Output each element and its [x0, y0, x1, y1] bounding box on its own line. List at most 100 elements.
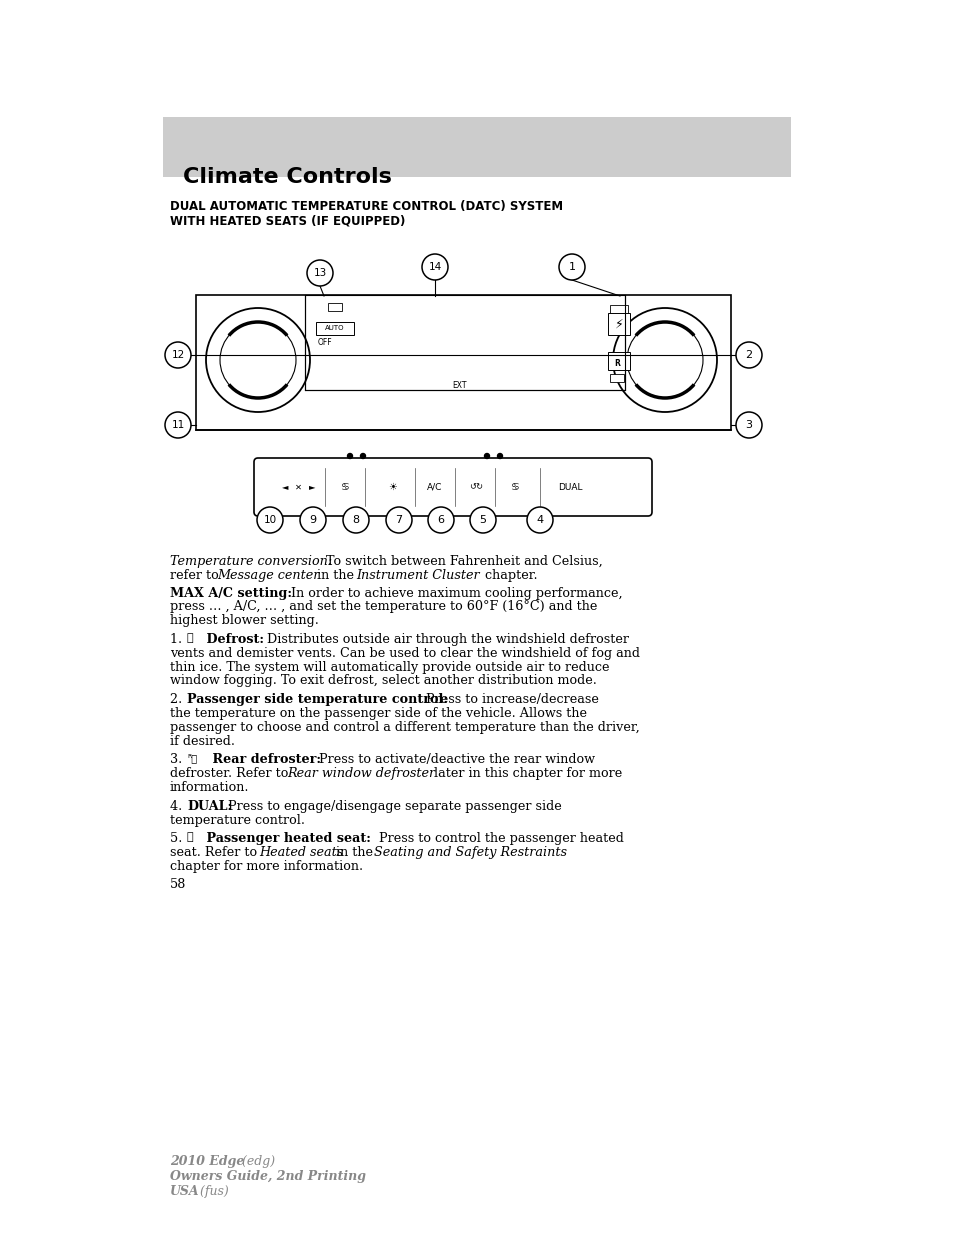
Text: 2.: 2.	[170, 693, 186, 706]
Text: DUAL: DUAL	[558, 483, 581, 492]
Text: Passenger heated seat:: Passenger heated seat:	[202, 832, 371, 846]
Text: ↺↻: ↺↻	[469, 483, 482, 492]
Text: AUTO: AUTO	[325, 325, 344, 331]
Circle shape	[256, 508, 283, 534]
Bar	[607, 352, 629, 370]
Bar	[607, 312, 629, 335]
Circle shape	[558, 254, 584, 280]
Text: MAX A/C setting:: MAX A/C setting:	[170, 587, 292, 600]
Text: 3.: 3.	[170, 753, 186, 767]
Text: In order to achieve maximum cooling performance,: In order to achieve maximum cooling perf…	[287, 587, 622, 600]
Text: highest blower setting.: highest blower setting.	[170, 614, 318, 627]
Text: chapter.: chapter.	[480, 569, 537, 582]
Bar	[609, 305, 627, 315]
Text: 5.: 5.	[170, 832, 186, 846]
Circle shape	[428, 508, 454, 534]
Text: 2010 Edge: 2010 Edge	[170, 1155, 244, 1168]
Circle shape	[421, 254, 448, 280]
Text: 2: 2	[744, 350, 752, 359]
Circle shape	[735, 412, 761, 438]
Circle shape	[347, 453, 352, 458]
Text: 9: 9	[309, 515, 316, 525]
Text: temperature control.: temperature control.	[170, 814, 305, 826]
Text: 7: 7	[395, 515, 402, 525]
Text: ►: ►	[309, 483, 314, 492]
Text: seat. Refer to: seat. Refer to	[170, 846, 261, 860]
Circle shape	[470, 508, 496, 534]
Text: WITH HEATED SEATS (IF EQUIPPED): WITH HEATED SEATS (IF EQUIPPED)	[170, 214, 405, 227]
Text: 1.: 1.	[170, 634, 186, 646]
Text: ◄: ◄	[281, 483, 288, 492]
Circle shape	[735, 342, 761, 368]
Text: ⓢ: ⓢ	[187, 832, 193, 842]
Text: in the: in the	[313, 569, 357, 582]
Text: ᴿⓟ: ᴿⓟ	[187, 753, 197, 763]
Text: 4.: 4.	[170, 800, 186, 813]
Text: Seating and Safety Restraints: Seating and Safety Restraints	[374, 846, 566, 860]
Text: Message center: Message center	[216, 569, 319, 582]
Text: R: R	[614, 358, 619, 368]
Text: Heated seats: Heated seats	[258, 846, 343, 860]
Text: press … , A/C, … , and set the temperature to 60°F (16°C) and the: press … , A/C, … , and set the temperatu…	[170, 600, 597, 614]
Circle shape	[307, 261, 333, 287]
Text: Press to control the passenger heated: Press to control the passenger heated	[375, 832, 623, 846]
Text: vents and demister vents. Can be used to clear the windshield of fog and: vents and demister vents. Can be used to…	[170, 647, 639, 659]
Text: Owners Guide, 2nd Printing: Owners Guide, 2nd Printing	[170, 1170, 366, 1183]
Bar	[163, 117, 790, 177]
Text: (fus): (fus)	[195, 1186, 229, 1198]
Text: Passenger side temperature control:: Passenger side temperature control:	[187, 693, 448, 706]
Text: ⚡: ⚡	[614, 317, 622, 331]
Text: 6: 6	[437, 515, 444, 525]
Text: 1: 1	[568, 262, 575, 272]
Text: Instrument Cluster: Instrument Cluster	[355, 569, 479, 582]
Text: A/C: A/C	[427, 483, 442, 492]
Text: defroster. Refer to: defroster. Refer to	[170, 767, 292, 781]
Text: chapter for more information.: chapter for more information.	[170, 860, 363, 873]
Text: 13: 13	[313, 268, 326, 278]
Text: 14: 14	[428, 262, 441, 272]
Text: later in this chapter for more: later in this chapter for more	[430, 767, 621, 781]
Circle shape	[360, 453, 365, 458]
Text: 4: 4	[536, 515, 543, 525]
Text: thin ice. The system will automatically provide outside air to reduce: thin ice. The system will automatically …	[170, 661, 609, 673]
Bar	[328, 303, 341, 311]
Text: To switch between Fahrenheit and Celsius,: To switch between Fahrenheit and Celsius…	[322, 555, 602, 568]
Text: in the: in the	[332, 846, 376, 860]
Bar	[609, 374, 623, 382]
Text: if desired.: if desired.	[170, 735, 234, 747]
Circle shape	[299, 508, 326, 534]
Circle shape	[484, 453, 489, 458]
Circle shape	[526, 508, 553, 534]
Text: Press to activate/deactive the rear window: Press to activate/deactive the rear wind…	[314, 753, 595, 767]
Text: Defrost:: Defrost:	[202, 634, 264, 646]
Text: passenger to choose and control a different temperature than the driver,: passenger to choose and control a differ…	[170, 721, 639, 734]
Circle shape	[165, 342, 191, 368]
Text: 58: 58	[170, 878, 186, 890]
Text: Press to engage/disengage separate passenger side: Press to engage/disengage separate passe…	[224, 800, 561, 813]
Bar	[305, 295, 624, 390]
Text: ♋: ♋	[510, 482, 518, 492]
Text: information.: information.	[170, 781, 250, 794]
Text: EXT: EXT	[453, 380, 467, 389]
Text: USA: USA	[170, 1186, 199, 1198]
Text: 12: 12	[172, 350, 185, 359]
Text: ♋: ♋	[340, 482, 349, 492]
Text: Climate Controls: Climate Controls	[183, 167, 392, 186]
Text: OFF: OFF	[317, 338, 333, 347]
Text: DUAL AUTOMATIC TEMPERATURE CONTROL (DATC) SYSTEM: DUAL AUTOMATIC TEMPERATURE CONTROL (DATC…	[170, 200, 562, 212]
Text: Distributes outside air through the windshield defroster: Distributes outside air through the wind…	[263, 634, 628, 646]
Text: window fogging. To exit defrost, select another distribution mode.: window fogging. To exit defrost, select …	[170, 674, 597, 688]
Circle shape	[386, 508, 412, 534]
Circle shape	[165, 412, 191, 438]
Circle shape	[343, 508, 369, 534]
Text: (edg): (edg)	[237, 1155, 274, 1168]
Text: 10: 10	[263, 515, 276, 525]
Text: 8: 8	[352, 515, 359, 525]
Text: refer to: refer to	[170, 569, 222, 582]
Text: 3: 3	[744, 420, 752, 430]
Text: the temperature on the passenger side of the vehicle. Allows the: the temperature on the passenger side of…	[170, 706, 586, 720]
Text: Press to increase/decrease: Press to increase/decrease	[421, 693, 598, 706]
Circle shape	[497, 453, 502, 458]
Text: 5: 5	[479, 515, 486, 525]
Text: Temperature conversion:: Temperature conversion:	[170, 555, 332, 568]
